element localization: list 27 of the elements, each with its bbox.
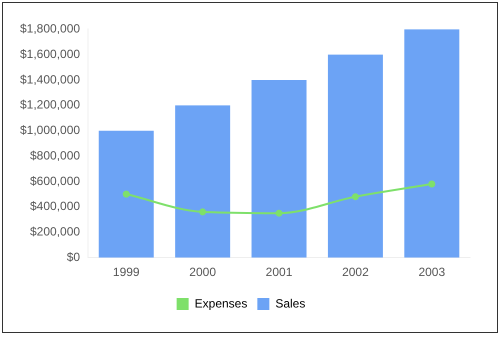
bar [98, 130, 154, 258]
x-tick-label: 2001 [266, 265, 293, 280]
y-tick-label: $600,000 [30, 174, 80, 188]
y-tick-label: $1,400,000 [20, 72, 80, 86]
y-tick-label: $1,200,000 [20, 98, 80, 112]
y-tick-label: $200,000 [30, 224, 80, 239]
point [428, 180, 436, 188]
point [276, 210, 283, 217]
bar [328, 54, 383, 258]
point [199, 208, 206, 216]
x-tick-label: 1999 [112, 265, 140, 280]
legend-label: Expenses [194, 296, 248, 310]
bar [404, 29, 460, 258]
y-tick-label: $1,000,000 [20, 123, 80, 138]
x-tick-label: 2000 [189, 265, 216, 280]
point [352, 193, 359, 200]
bar [252, 80, 307, 258]
y-tick-label: $1,800,000 [20, 22, 80, 36]
point [122, 190, 130, 198]
y-tick-label: $0 [66, 250, 80, 264]
bar [175, 105, 230, 258]
x-tick-label: 2002 [342, 265, 370, 280]
y-tick-label: $800,000 [30, 148, 80, 162]
y-tick-label: $400,000 [30, 199, 80, 214]
x-tick-label: 2003 [418, 265, 446, 280]
y-tick-label: $1,600,000 [20, 46, 80, 61]
legend-label: Sales [275, 296, 306, 310]
